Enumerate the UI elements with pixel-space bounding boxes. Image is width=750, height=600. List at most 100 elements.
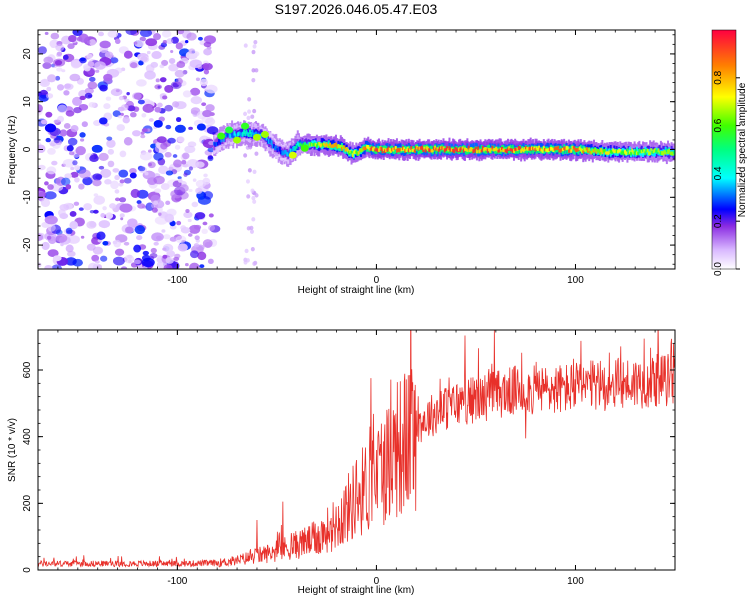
ridge-segment [217, 138, 220, 143]
ridge-blob [241, 122, 250, 130]
noise-blob [113, 239, 122, 248]
ridge-segment [320, 143, 323, 150]
ridge-segment [604, 151, 607, 155]
noise-blob [206, 126, 219, 135]
spectrogram-y-label: Frequency (Hz) [7, 116, 18, 185]
noise-blob [89, 210, 95, 214]
ridge-segment [215, 142, 218, 147]
noise-blob [52, 255, 62, 262]
noise-blob [250, 114, 255, 119]
ridge-segment [575, 148, 578, 153]
noise-blob [141, 113, 147, 118]
noise-blob [80, 138, 85, 142]
ridge-segment [577, 147, 580, 152]
ridge-segment [213, 141, 216, 146]
noise-blob [67, 137, 78, 146]
ridge-segment [246, 131, 249, 137]
ridge-segment [567, 149, 570, 153]
ridge-segment [461, 146, 464, 150]
ridge-segment [373, 146, 376, 150]
ridge-segment [283, 149, 286, 155]
noise-blob [208, 140, 215, 146]
noise-blob [44, 191, 57, 200]
ridge-segment [399, 147, 402, 152]
noise-blob [193, 224, 202, 230]
ridge-segment [557, 145, 560, 150]
noise-blob [56, 67, 63, 72]
ridge-segment [417, 147, 420, 155]
ridge-segment [658, 145, 661, 155]
ridge-segment [563, 146, 566, 150]
ridge-segment [332, 144, 335, 148]
noise-blob [47, 74, 57, 83]
noise-blob [100, 168, 112, 178]
noise-blob [53, 119, 59, 124]
noise-blob [109, 203, 117, 209]
noise-blob [203, 69, 210, 75]
noise-blob [154, 106, 162, 113]
spectrogram-x-label: Height of straight line (km) [298, 285, 415, 296]
ridge-segment [534, 148, 537, 152]
ridge-segment [538, 145, 541, 150]
ridge-segment [591, 148, 594, 153]
ridge-segment [226, 132, 229, 137]
noise-blob [253, 39, 258, 45]
ridge-segment [407, 148, 410, 153]
ridge-segment [526, 147, 529, 151]
noise-blob [118, 169, 129, 178]
ridge-segment [673, 150, 675, 154]
noise-blob [40, 119, 48, 125]
ridge-segment [652, 149, 655, 154]
noise-blob [65, 110, 75, 117]
noise-blob [104, 51, 114, 58]
noise-blob [130, 62, 138, 69]
ridge-segment [393, 148, 396, 155]
ridge-segment [577, 147, 580, 155]
noise-blob [174, 69, 185, 78]
noise-blob [133, 41, 138, 45]
ridge-segment [570, 145, 573, 151]
noise-blob [251, 77, 256, 83]
ridge-segment [430, 145, 433, 152]
noise-blob [93, 195, 105, 205]
noise-blob [199, 264, 205, 269]
ridge-segment [668, 148, 671, 153]
noise-blob [120, 266, 128, 269]
noise-blob [89, 76, 96, 82]
noise-blob [87, 61, 95, 68]
ridge-segment [400, 148, 403, 152]
noise-blob [140, 134, 146, 139]
ridge-segment [216, 137, 219, 145]
noise-blob [172, 154, 178, 158]
ridge-segment [391, 147, 394, 152]
noise-blob [164, 213, 175, 223]
ridge-segment [661, 151, 664, 156]
ridge-segment [606, 151, 609, 155]
noise-blob [117, 114, 123, 119]
noise-blob [120, 217, 124, 221]
noise-blob [251, 68, 256, 73]
ridge-segment [394, 146, 397, 154]
noise-blob [92, 179, 102, 187]
noise-blob [247, 168, 252, 173]
noise-blob [130, 112, 137, 118]
noise-blob [41, 241, 50, 251]
ridge-segment [598, 150, 601, 155]
ridge-segment [363, 146, 366, 150]
ridge-segment [346, 148, 349, 153]
ridge-segment [243, 129, 246, 135]
noise-blob [69, 211, 77, 217]
ridge-segment [425, 146, 428, 150]
noise-blob [93, 193, 99, 197]
ridge-segment [612, 148, 615, 152]
ridge-segment [376, 148, 379, 153]
noise-blob [179, 184, 189, 192]
ridge-segment [357, 146, 360, 155]
noise-blob [91, 254, 100, 262]
noise-blob [38, 262, 42, 268]
ridge-segment [607, 151, 610, 155]
ridge-segment [669, 152, 672, 156]
ridge-segment [349, 150, 352, 157]
ridge-segment [269, 138, 272, 143]
noise-blob [160, 142, 168, 150]
